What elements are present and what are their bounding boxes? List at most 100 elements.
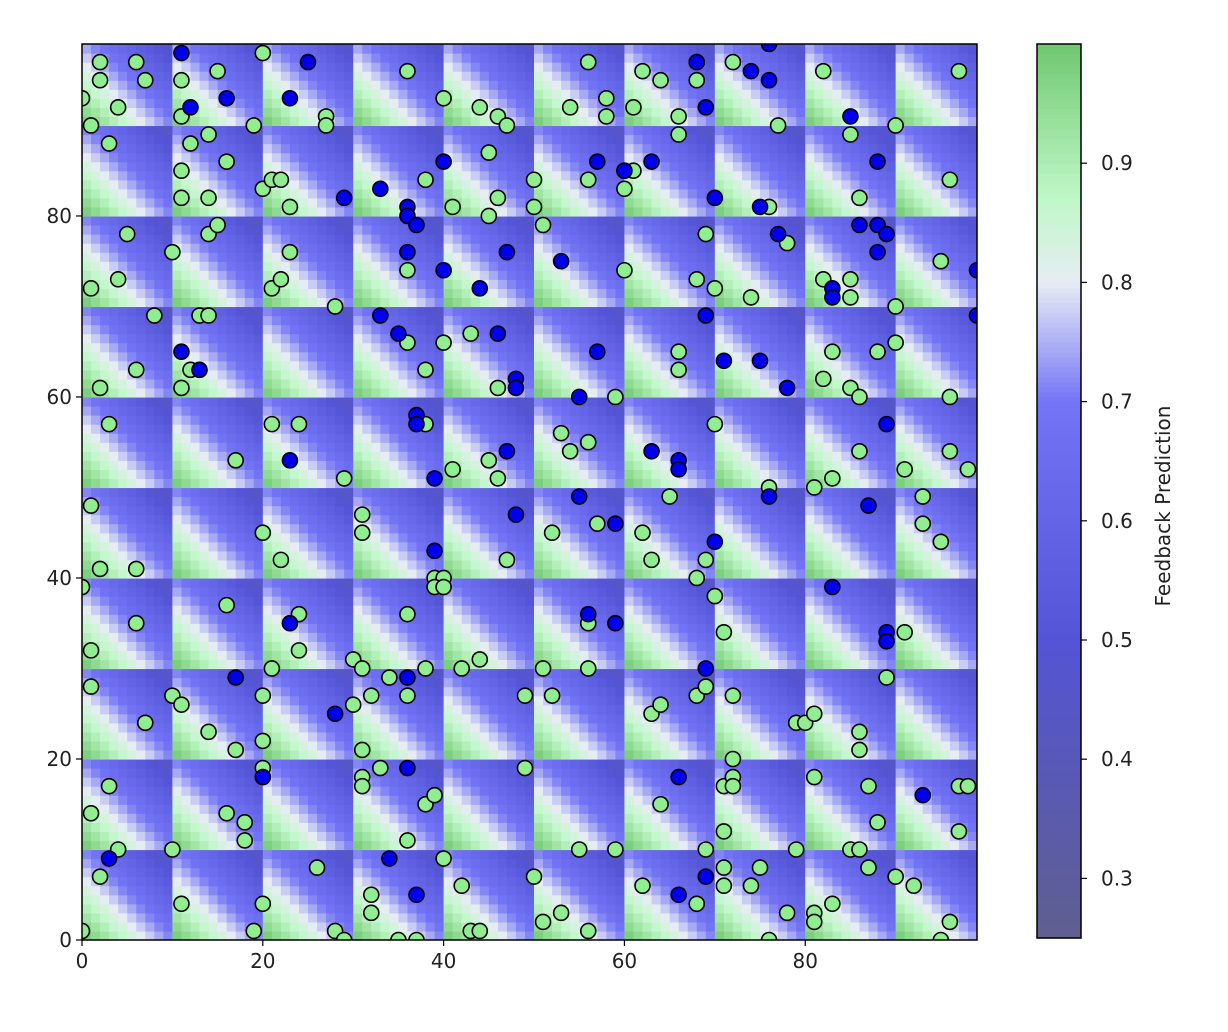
heatmap-cell (190, 686, 201, 697)
heatmap-cell (226, 659, 237, 670)
heatmap-cell (660, 930, 671, 940)
heatmap-cell (398, 894, 409, 905)
heatmap-cell (597, 532, 607, 543)
heatmap-cell (687, 496, 698, 507)
heatmap-cell (488, 831, 499, 842)
heatmap-cell (326, 813, 336, 823)
heatmap-cell (741, 921, 752, 932)
heatmap-cell (389, 831, 400, 842)
heatmap-cell (570, 777, 580, 787)
heatmap-cell (687, 804, 698, 814)
heatmap-cell (524, 704, 535, 715)
heatmap-cell (832, 713, 842, 724)
heatmap-cell (344, 596, 354, 606)
heatmap-cell (380, 822, 390, 832)
heatmap-cell (109, 514, 119, 525)
heatmap-cell (723, 731, 734, 742)
heatmap-cell (434, 758, 445, 769)
heatmap-cell (226, 577, 237, 588)
heatmap-cell (262, 587, 273, 597)
heatmap-cell (805, 614, 815, 624)
heatmap-cell (82, 713, 92, 724)
heatmap-cell (443, 713, 454, 724)
heatmap-cell (262, 641, 273, 651)
heatmap-cell (886, 577, 897, 588)
heatmap-cell (289, 532, 300, 543)
heatmap-cell (235, 713, 246, 724)
heatmap-cell (118, 804, 128, 814)
heatmap-cell (977, 551, 987, 561)
heatmap-cell (262, 577, 273, 588)
heatmap-cell (389, 559, 400, 570)
heatmap-cell (696, 632, 707, 642)
heatmap-cell (335, 740, 345, 751)
heatmap-cell (452, 587, 463, 597)
heatmap-cell (760, 876, 770, 887)
heatmap-cell (597, 903, 607, 914)
heatmap-cell (958, 541, 969, 552)
heatmap-cell (615, 822, 626, 832)
heatmap-cell (136, 921, 146, 932)
heatmap-cell (398, 804, 409, 814)
heatmap-cell (606, 505, 616, 516)
heatmap-cell (922, 686, 933, 697)
heatmap-cell (335, 568, 345, 579)
heatmap-cell (651, 523, 662, 534)
heatmap-cell (805, 831, 815, 842)
heatmap-cell (217, 704, 228, 715)
heatmap-cell (705, 641, 716, 651)
heatmap-cell (561, 587, 571, 597)
heatmap-cell (335, 894, 345, 905)
heatmap-cell (353, 921, 363, 932)
heatmap-cell (922, 722, 933, 733)
heatmap-cell (506, 740, 517, 751)
heatmap-cell (407, 596, 418, 606)
heatmap-cell (977, 497, 987, 507)
heatmap-cell (714, 650, 725, 661)
heatmap-cell (904, 777, 915, 787)
heatmap-cell (190, 713, 201, 724)
heatmap-cell (100, 722, 110, 733)
heatmap-cell (488, 605, 499, 615)
heatmap-cell (669, 849, 680, 860)
heatmap-cell (931, 795, 942, 805)
heatmap-cell (488, 650, 499, 661)
heatmap-cell (506, 758, 517, 769)
heatmap-cell (470, 849, 481, 860)
heatmap-cell (298, 849, 309, 860)
heatmap-cell (127, 677, 137, 688)
heatmap-cell (308, 822, 318, 832)
heatmap-cell (859, 559, 870, 570)
heatmap-cell (931, 550, 942, 561)
heatmap-cell (407, 632, 418, 642)
heatmap-cell (217, 749, 228, 760)
heatmap-cell (723, 659, 734, 670)
heatmap-cell (145, 840, 155, 851)
heatmap-cell (317, 686, 327, 697)
heatmap-cell (497, 532, 508, 543)
heatmap-cell (253, 795, 264, 805)
heatmap-cell (371, 831, 381, 842)
heatmap-cell (624, 831, 635, 842)
heatmap-cell (479, 885, 490, 896)
heatmap-cell (705, 858, 716, 869)
heatmap-cell (561, 686, 571, 697)
heatmap-cell (190, 795, 201, 805)
heatmap-cell (380, 614, 390, 624)
heatmap-cell (750, 849, 761, 860)
heatmap-cell (244, 559, 255, 570)
heatmap-cell (814, 930, 824, 940)
heatmap-cell (298, 858, 309, 869)
heatmap-cell (506, 532, 517, 543)
heatmap-cell (127, 867, 137, 878)
heatmap-cell (127, 550, 137, 561)
heatmap-cell (534, 514, 544, 525)
heatmap-cell (588, 867, 598, 878)
heatmap-cell (714, 695, 725, 706)
heatmap-cell (606, 903, 616, 914)
heatmap-cell (172, 713, 183, 724)
heatmap-cell (100, 695, 110, 706)
heatmap-cell (705, 749, 716, 760)
heatmap-cell (217, 559, 228, 570)
heatmap-cell (280, 668, 291, 679)
